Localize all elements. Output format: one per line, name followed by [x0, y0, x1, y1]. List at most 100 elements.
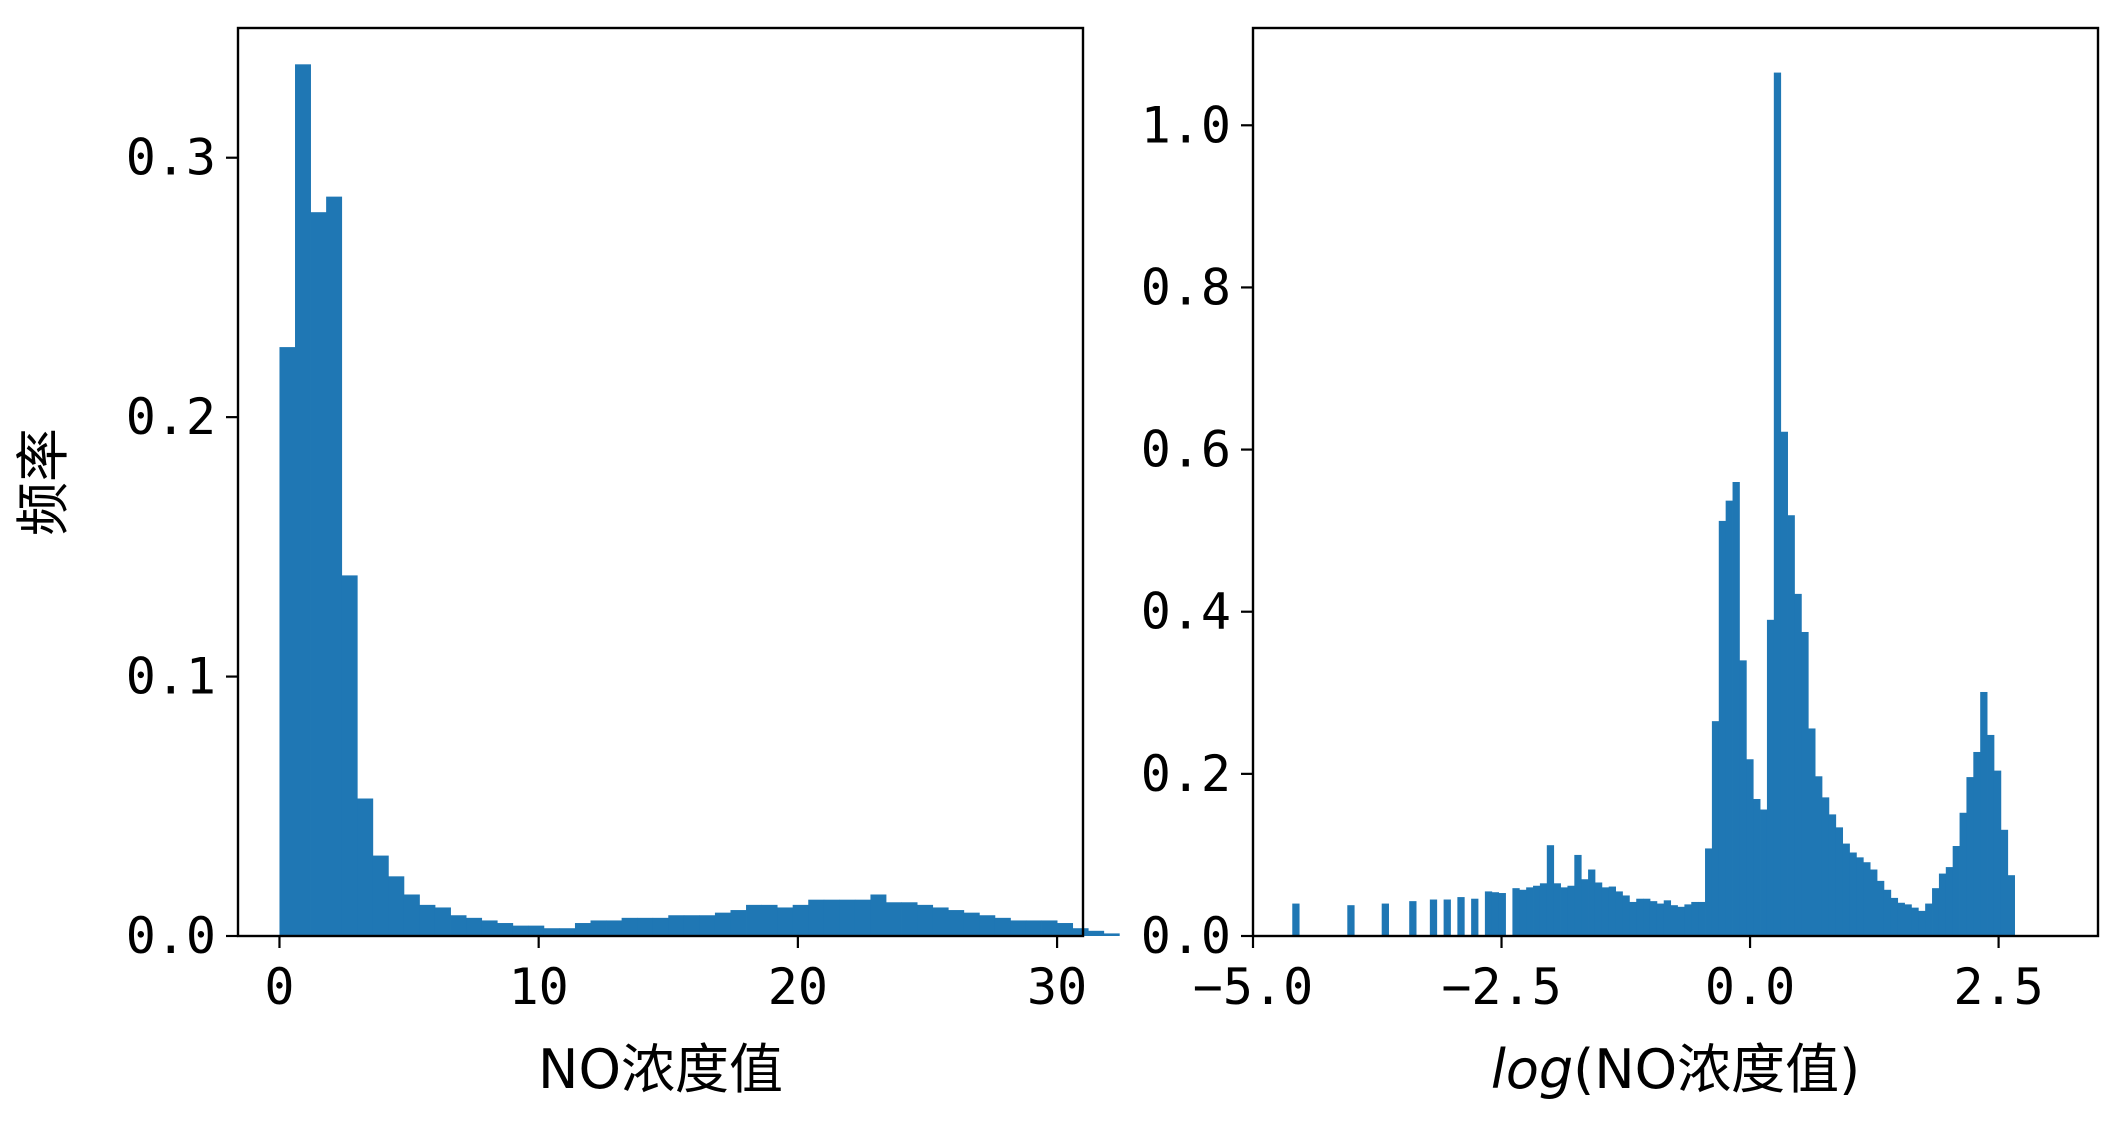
histogram-bar [777, 907, 794, 936]
histogram-bar [1574, 854, 1582, 936]
histogram-bar [963, 912, 980, 936]
histogram-bar [1760, 809, 1768, 936]
histogram-bar [1794, 593, 1802, 936]
histogram-bar [1773, 72, 1782, 937]
histogram-bar [1684, 904, 1692, 936]
y-tick-label: 0.6 [1141, 421, 1231, 479]
x-axis-label: log(NO浓度值) [1491, 1038, 1860, 1101]
x-tick-label: −5.0 [1193, 958, 1313, 1016]
histogram-bar [1656, 903, 1665, 936]
histogram-bar [1698, 901, 1706, 936]
y-tick-label: 0.2 [126, 388, 216, 446]
histogram-bar [699, 915, 716, 936]
histogram-bar [1409, 901, 1417, 936]
histogram-bar [901, 902, 918, 936]
y-tick-label: 0.2 [1141, 745, 1231, 803]
histogram-bar [730, 910, 747, 936]
histogram-bar [1890, 897, 1899, 936]
histogram-bar [528, 925, 545, 936]
histogram-bar [1821, 797, 1830, 936]
x-axis-label: NO浓度值 [538, 1038, 783, 1101]
histogram-bar [652, 917, 669, 936]
histogram-bar [1588, 869, 1596, 936]
histogram-bar [1966, 777, 1974, 936]
histogram-bar [1870, 869, 1878, 936]
histogram-bar [932, 907, 949, 936]
histogram-bar [466, 917, 483, 936]
histogram-bar [1732, 482, 1740, 936]
histogram-bar [1491, 892, 1500, 936]
x-axis-label-prefix: log [1491, 1038, 1573, 1101]
histogram-bar [1608, 886, 1616, 936]
chart-histogram-no-concentration: 0 10 20 30 0.0 0.1 0.2 0.3 NO浓度值 频率 [12, 26, 1120, 1101]
histogram-bar [1753, 798, 1761, 936]
histogram-bar [590, 920, 607, 936]
histogram-bar [1103, 933, 1120, 936]
y-tick-label: 0.1 [126, 648, 216, 706]
histogram-bar [1904, 904, 1912, 936]
histogram-bar [870, 894, 887, 936]
y-tick-label: 1.0 [1141, 96, 1231, 154]
histogram-bar [1980, 691, 1988, 936]
histogram-bar [1856, 857, 1864, 936]
histogram-bar [839, 899, 856, 936]
histogram-bar [2007, 875, 2015, 936]
histogram-bar [1581, 879, 1589, 936]
histogram-bar [1993, 770, 2002, 936]
histogram-bar [1877, 880, 1885, 936]
histogram-bar [512, 925, 529, 936]
histogram-bar [1010, 920, 1027, 936]
x-tick-label: 30 [1027, 958, 1087, 1016]
histogram-bar [1347, 905, 1355, 936]
histogram-bar [823, 899, 840, 936]
ticks-group: 0 10 20 30 0.0 0.1 0.2 0.3 [126, 129, 1088, 1016]
histogram-bar [1443, 899, 1451, 936]
histogram-bar [1863, 862, 1871, 936]
ticks-group: −5.0 −2.5 0.0 2.5 0.0 0.2 0.4 0.6 0.8 1.0 [1141, 96, 2044, 1016]
histogram-bar [419, 904, 436, 936]
histogram-bar [1471, 898, 1479, 936]
x-tick-label: −2.5 [1441, 958, 1561, 1016]
histogram-bar [1041, 920, 1058, 936]
histogram-bar [1663, 900, 1672, 936]
histogram-bar [1787, 515, 1795, 936]
histogram-bar [310, 212, 327, 936]
histogram-bar [1952, 846, 1960, 936]
x-tick-label: 20 [768, 958, 828, 1016]
histogram-bar [1739, 660, 1747, 936]
histogram-bar [1526, 887, 1534, 936]
histogram-bar [1629, 901, 1637, 936]
histogram-bar [1560, 887, 1568, 936]
histogram-bar [1911, 907, 1919, 937]
histogram-bar [854, 899, 871, 936]
histogram-bar [1932, 888, 1940, 936]
histogram-bar [279, 347, 296, 937]
histogram-bar [994, 917, 1011, 936]
histogram-bar [606, 920, 623, 936]
histogram-bar [621, 917, 638, 936]
histogram-bar [1849, 852, 1857, 936]
histogram-bar [2000, 829, 2009, 936]
histogram-bar [1925, 903, 1933, 936]
histogram-bar [683, 915, 700, 936]
histogram-bar [1987, 734, 1995, 936]
histogram-bar [1959, 812, 1967, 936]
histogram-bar [1072, 928, 1089, 936]
histogram-bar [1539, 883, 1548, 936]
histogram-bar [1594, 882, 1603, 936]
histogram-bar [341, 575, 358, 936]
histogram-bar [808, 899, 825, 936]
histogram-bar [1918, 910, 1926, 936]
histogram-bar [1815, 776, 1823, 936]
histogram-bar [450, 915, 467, 936]
y-tick-label: 0.0 [1141, 907, 1231, 965]
histogram-bar [668, 915, 685, 936]
y-axis-label: 频率 [12, 428, 75, 536]
x-tick-label: 0 [264, 958, 294, 1016]
histogram-bar [1883, 889, 1892, 936]
histogram-bar [792, 904, 809, 936]
histogram-bar [1670, 905, 1678, 936]
histogram-bar [1718, 520, 1727, 936]
x-tick-label: 2.5 [1953, 958, 2043, 1016]
